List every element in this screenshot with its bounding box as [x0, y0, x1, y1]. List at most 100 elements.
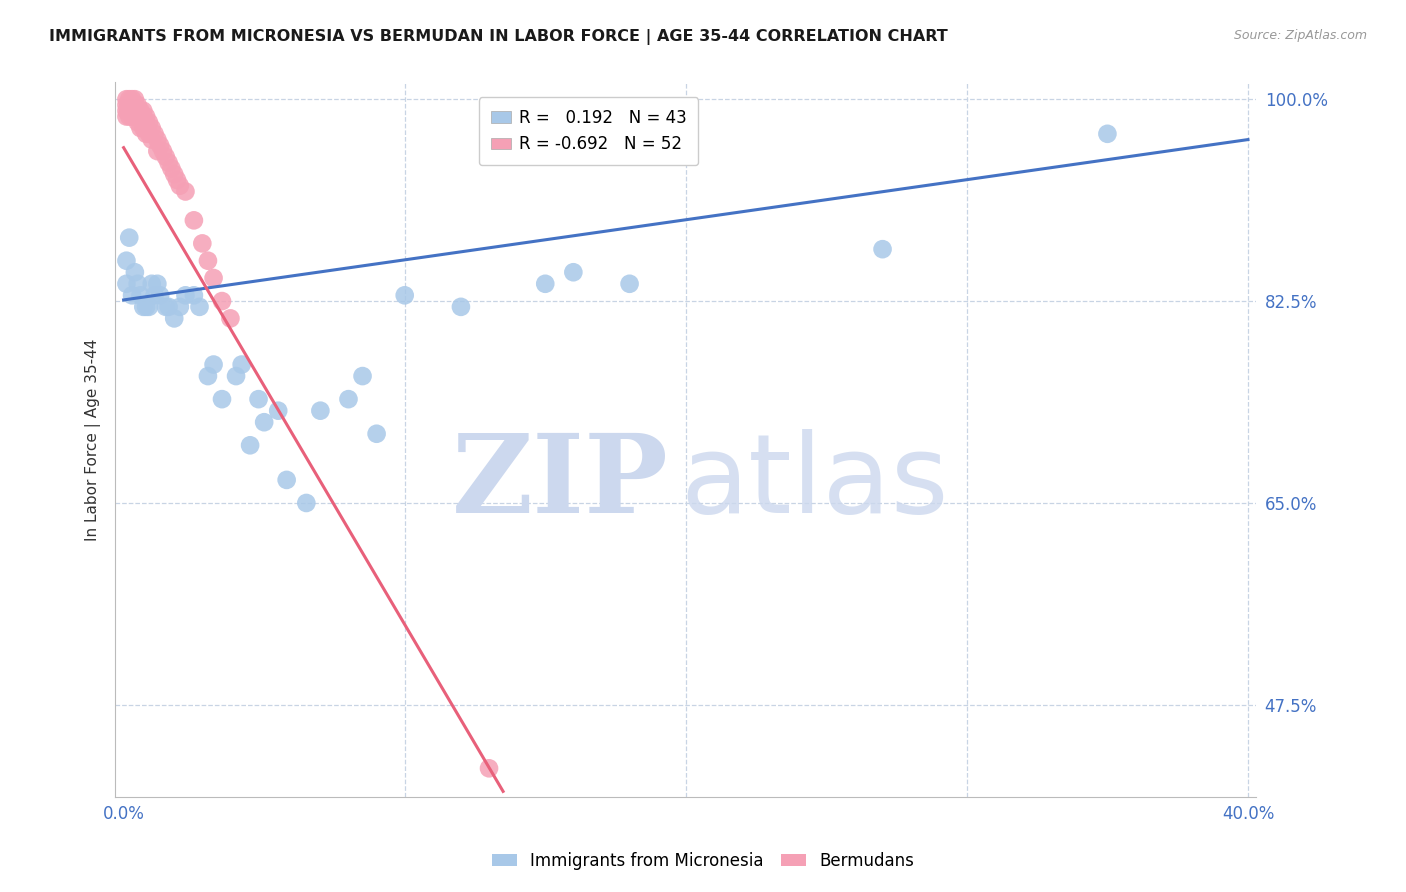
Point [135, 110, 157, 124]
Point [169, 178, 191, 193]
Point [174, 185, 197, 199]
Point [152, 144, 174, 158]
Point [124, 110, 146, 124]
Point [352, 369, 374, 384]
Point [253, 415, 276, 429]
Point [141, 277, 163, 291]
Point [247, 392, 270, 406]
Point [197, 253, 219, 268]
Point [267, 403, 290, 417]
Point [127, 110, 149, 124]
Point [121, 103, 143, 118]
Point [157, 300, 180, 314]
Point [149, 138, 172, 153]
Point [211, 294, 233, 309]
Point [155, 300, 177, 314]
Point [138, 127, 160, 141]
Point [118, 103, 141, 118]
Point [115, 98, 138, 112]
Point [183, 213, 205, 227]
Point [149, 288, 172, 302]
Legend: R =   0.192   N = 43, R = -0.692   N = 52: R = 0.192 N = 43, R = -0.692 N = 52 [479, 97, 699, 165]
Point [394, 288, 416, 302]
Point [115, 110, 138, 124]
Point [337, 392, 360, 406]
Point [155, 150, 177, 164]
Y-axis label: In Labor Force | Age 35-44: In Labor Force | Age 35-44 [86, 338, 101, 541]
Point [146, 277, 169, 291]
Point [141, 132, 163, 146]
Point [127, 115, 149, 129]
Point [129, 288, 152, 302]
Point [146, 144, 169, 158]
Point [163, 167, 186, 181]
Point [146, 132, 169, 146]
Point [132, 300, 155, 314]
Point [143, 127, 166, 141]
Point [211, 392, 233, 406]
Point [219, 311, 242, 326]
Point [115, 277, 138, 291]
Point [534, 277, 557, 291]
Point [309, 403, 332, 417]
Point [157, 155, 180, 169]
Point [124, 103, 146, 118]
Point [118, 230, 141, 244]
Point [129, 110, 152, 124]
Point [121, 98, 143, 112]
Point [118, 98, 141, 112]
Point [115, 103, 138, 118]
Point [450, 300, 472, 314]
Point [239, 438, 262, 452]
Point [135, 300, 157, 314]
Point [129, 121, 152, 136]
Point [143, 288, 166, 302]
Point [132, 110, 155, 124]
Text: Source: ZipAtlas.com: Source: ZipAtlas.com [1233, 29, 1367, 42]
Point [160, 161, 183, 176]
Point [231, 358, 253, 372]
Point [183, 288, 205, 302]
Point [169, 300, 191, 314]
Point [138, 300, 160, 314]
Point [138, 115, 160, 129]
Point [619, 277, 641, 291]
Point [174, 288, 197, 302]
Point [135, 115, 157, 129]
Point [118, 110, 141, 124]
Point [276, 473, 298, 487]
Point [225, 369, 247, 384]
Point [124, 92, 146, 106]
Point [1097, 127, 1119, 141]
Point [124, 265, 146, 279]
Point [115, 253, 138, 268]
Point [127, 277, 149, 291]
Point [295, 496, 318, 510]
Point [129, 103, 152, 118]
Point [478, 761, 501, 775]
Point [121, 110, 143, 124]
Point [121, 288, 143, 302]
Point [191, 236, 214, 251]
Point [197, 369, 219, 384]
Point [163, 311, 186, 326]
Point [166, 173, 188, 187]
Text: atlas: atlas [681, 429, 949, 536]
Point [127, 103, 149, 118]
Point [562, 265, 585, 279]
Point [202, 271, 225, 285]
Point [115, 92, 138, 106]
Legend: Immigrants from Micronesia, Bermudans: Immigrants from Micronesia, Bermudans [485, 846, 921, 877]
Point [121, 92, 143, 106]
Point [188, 300, 211, 314]
Point [132, 121, 155, 136]
Point [132, 103, 155, 118]
Point [124, 98, 146, 112]
Point [135, 127, 157, 141]
Text: ZIP: ZIP [451, 429, 669, 536]
Point [366, 426, 388, 441]
Point [202, 358, 225, 372]
Text: IMMIGRANTS FROM MICRONESIA VS BERMUDAN IN LABOR FORCE | AGE 35-44 CORRELATION CH: IMMIGRANTS FROM MICRONESIA VS BERMUDAN I… [49, 29, 948, 45]
Point [127, 98, 149, 112]
Point [141, 121, 163, 136]
